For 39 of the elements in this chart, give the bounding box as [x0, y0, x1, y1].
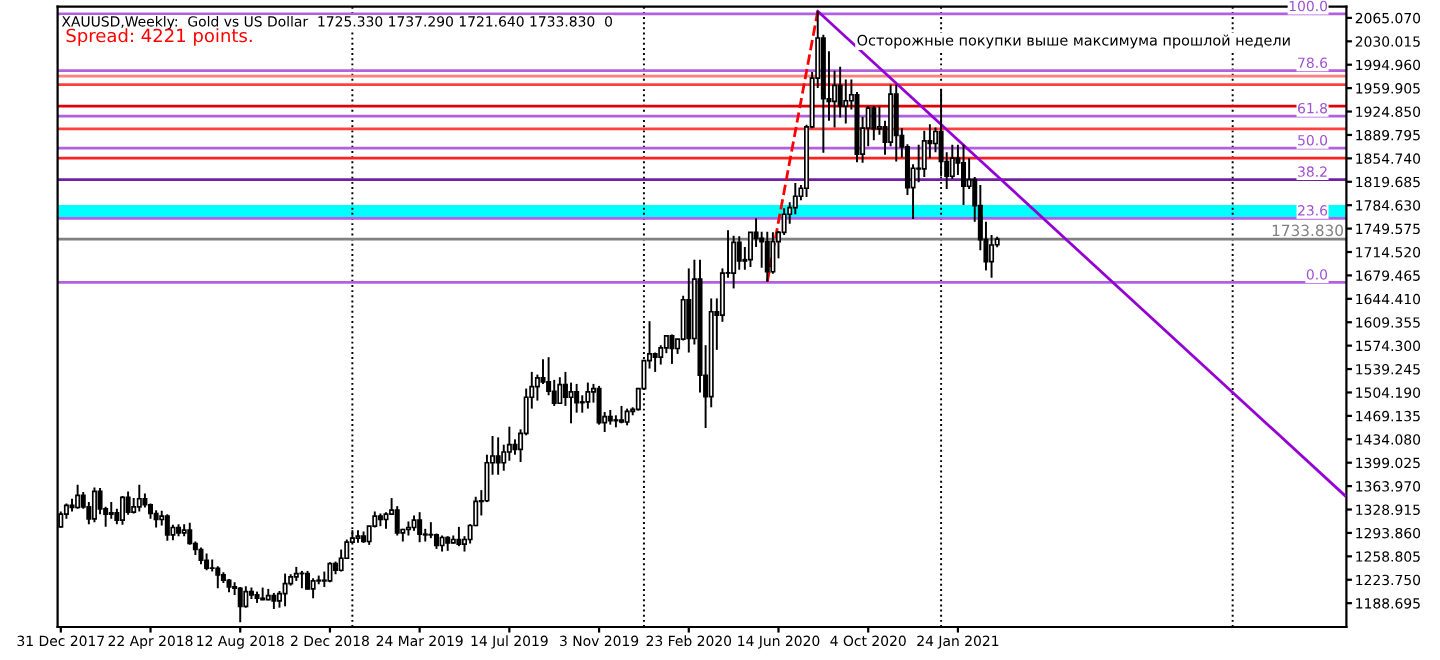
candlestick [764, 230, 770, 283]
candlestick [282, 572, 288, 608]
candlestick [921, 129, 927, 178]
candlestick [731, 234, 737, 290]
candlestick [893, 83, 899, 163]
candlestick [237, 585, 243, 624]
candlestick [585, 381, 591, 410]
candlestick [871, 105, 877, 142]
candlestick [669, 333, 675, 365]
candlestick [557, 376, 563, 405]
candlestick [75, 483, 81, 510]
candlestick [310, 577, 316, 600]
candlestick [596, 384, 602, 426]
candlestick [164, 513, 170, 542]
candlestick [338, 548, 344, 573]
candlestick [428, 521, 434, 540]
candlestick [837, 65, 843, 119]
candlestick [770, 231, 776, 275]
candlestick [136, 483, 142, 513]
candlestick [781, 207, 787, 236]
candlestick [119, 495, 125, 526]
candlestick [989, 234, 995, 279]
candlestick [125, 490, 131, 516]
candlestick [792, 181, 798, 216]
candlestick [932, 126, 939, 154]
candlestick [686, 267, 692, 354]
candlestick [304, 569, 311, 591]
candlestick [843, 78, 849, 125]
candlestick [876, 105, 882, 136]
candlestick [215, 565, 221, 590]
candlestick [456, 525, 462, 548]
candlestick [961, 143, 967, 206]
candlestick [394, 505, 400, 537]
candlestick [495, 436, 501, 476]
candlestick [417, 511, 423, 544]
candlestick [568, 381, 574, 425]
annotation: Spread: 4221 points. [66, 28, 252, 46]
candlestick [91, 486, 97, 524]
candlestick [243, 585, 249, 609]
